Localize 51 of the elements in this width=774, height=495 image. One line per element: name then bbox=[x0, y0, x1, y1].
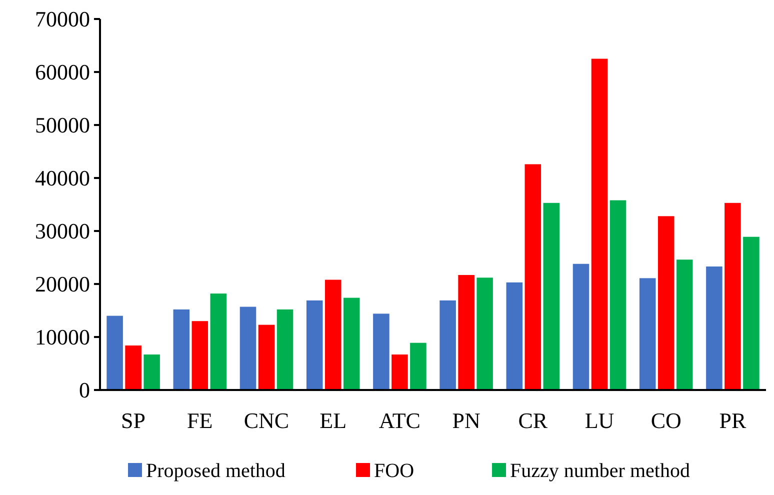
bar bbox=[373, 314, 390, 390]
x-tick-label: FE bbox=[187, 408, 213, 433]
y-tick-label: 50000 bbox=[35, 112, 90, 138]
x-tick-label: SP bbox=[121, 408, 146, 433]
bar bbox=[724, 202, 741, 390]
bar bbox=[458, 274, 474, 390]
bar bbox=[524, 164, 542, 390]
x-tick-label: CO bbox=[650, 408, 682, 433]
bar bbox=[743, 236, 760, 390]
bar bbox=[306, 300, 323, 390]
bar bbox=[639, 278, 656, 390]
x-tick-label: CR bbox=[518, 408, 548, 433]
bar bbox=[258, 324, 275, 390]
x-tick-label: LU bbox=[584, 408, 614, 433]
bar bbox=[324, 280, 342, 390]
bar bbox=[658, 216, 674, 390]
bar bbox=[676, 260, 693, 390]
y-tick-label: 30000 bbox=[35, 218, 90, 244]
bar bbox=[343, 298, 360, 390]
y-tick-label: 0 bbox=[79, 378, 90, 403]
bar bbox=[476, 278, 493, 390]
bar bbox=[144, 354, 160, 390]
y-tick-label: 60000 bbox=[35, 60, 90, 85]
bar bbox=[210, 294, 227, 390]
bar bbox=[706, 266, 722, 390]
bar bbox=[610, 200, 626, 390]
x-tick-label: EL bbox=[320, 408, 347, 433]
bar bbox=[572, 264, 590, 390]
x-tick-label: CNC bbox=[244, 408, 290, 433]
bar bbox=[276, 309, 294, 390]
y-tick-label: 40000 bbox=[35, 166, 90, 191]
legend-label: Fuzzy number method bbox=[510, 460, 690, 482]
y-tick-label: 20000 bbox=[35, 272, 90, 297]
bar bbox=[506, 282, 523, 390]
bar bbox=[543, 202, 560, 390]
bar bbox=[392, 354, 408, 390]
bar bbox=[440, 300, 456, 390]
bar bbox=[192, 321, 208, 390]
y-tick-label: 70000 bbox=[35, 6, 90, 32]
x-tick-label: ATC bbox=[378, 408, 420, 433]
bar bbox=[173, 309, 190, 390]
legend-label: Proposed method bbox=[146, 460, 286, 482]
x-tick-label: PN bbox=[452, 408, 480, 433]
y-tick-label: 10000 bbox=[35, 324, 90, 350]
bar bbox=[410, 342, 426, 390]
bar bbox=[125, 345, 142, 390]
bar bbox=[591, 58, 608, 390]
legend-label: FOO bbox=[374, 460, 414, 482]
x-tick-label: PR bbox=[719, 408, 746, 433]
bar bbox=[240, 306, 256, 390]
bar bbox=[106, 316, 123, 390]
